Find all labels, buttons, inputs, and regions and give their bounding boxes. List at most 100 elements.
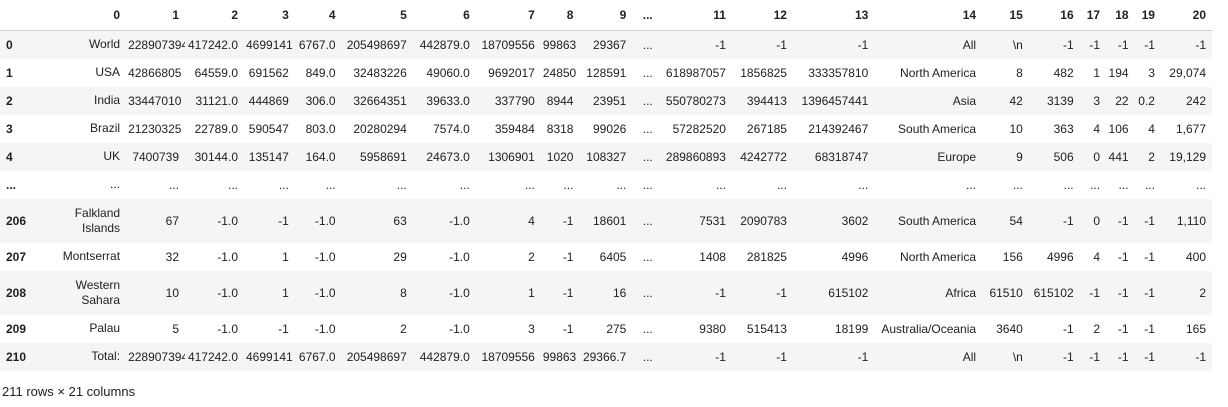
table-row: 206 Falkland Islands 67 -1.0 -1 -1.0 63 -1.0 4 -1…: [0, 198, 1212, 243]
table-cell: 108327: [586, 149, 627, 164]
row-index: 1: [6, 65, 13, 80]
column-header: 3: [244, 0, 295, 31]
table-cell: 42: [1009, 93, 1023, 108]
table-cell: USA: [95, 65, 121, 79]
table-cell: 1396457441: [801, 93, 869, 108]
table-cell: 228907394: [128, 349, 186, 364]
dataframe-table: 0 1 2 3 4 5 6 7 8 9... 11 12 13 14 15 16 17 18 19 20 0 World…: [0, 0, 1212, 364]
table-cell: 106: [1108, 121, 1129, 136]
table-row: 3 Brazil 21230325 22789.0 590547 803.0 2028029…: [0, 115, 1212, 143]
table-cell: 22: [1115, 93, 1129, 108]
table-cell: 4242772: [740, 149, 787, 164]
table-cell: 359484: [494, 121, 535, 136]
table-cell: 4: [1148, 121, 1155, 136]
table-cell: 618987057: [665, 65, 726, 80]
table-cell: -1: [278, 213, 289, 228]
table-cell: 1,110: [1176, 213, 1206, 228]
column-header: 20: [1160, 0, 1212, 31]
table-cell: 24850: [542, 65, 577, 80]
table-cell: 205498697: [346, 349, 407, 364]
table-cell: -1: [715, 285, 726, 300]
table-cell-ellipsis: ...: [642, 65, 653, 80]
table-cell: 442879.0: [419, 349, 470, 364]
table-cell: All: [962, 349, 977, 364]
table-cell: 5958691: [360, 149, 407, 164]
table-cell-ellipsis: ...: [642, 121, 653, 136]
table-cell: 128591: [586, 65, 627, 80]
table-row: 2 India 33447010 31121.0 444869 306.0 32664351…: [0, 86, 1212, 115]
table-cell-ellipsis: ...: [1118, 177, 1129, 192]
table-cell: -1.0: [449, 249, 470, 264]
table-cell: 3: [1093, 93, 1101, 108]
table-cell: 99026: [592, 121, 627, 136]
table-cell: -1: [1062, 321, 1074, 336]
table-cell: All: [962, 37, 977, 52]
row-index: 209: [6, 321, 27, 336]
table-cell: 2: [528, 249, 535, 264]
column-header-ellipsis: ...: [632, 0, 659, 31]
table-cell: -1: [1089, 285, 1101, 300]
table-cell: 18601: [592, 213, 627, 228]
table-cell: 16: [612, 285, 627, 300]
table-cell: 506: [1053, 149, 1074, 164]
table-cell: 1: [528, 285, 535, 300]
row-index: 3: [6, 121, 13, 136]
table-cell: 6767.0: [298, 349, 336, 364]
column-header: 16: [1028, 0, 1080, 31]
column-header: 11: [658, 0, 732, 31]
column-header: 1: [126, 0, 186, 31]
table-cell: 441: [1108, 149, 1129, 164]
table-cell: -1: [857, 37, 869, 52]
table-cell: 8: [400, 285, 407, 300]
table-row: 1 USA 42866805 64559.0 691562 849.0 32483226 49…: [0, 59, 1212, 87]
table-cell: Western Sahara: [75, 277, 121, 307]
column-header: 6: [412, 0, 476, 31]
table-cell: -1: [1144, 321, 1155, 336]
table-cell: 31121.0: [195, 93, 239, 108]
table-cell: 590547: [248, 121, 289, 136]
row-index: 208: [6, 285, 27, 300]
table-cell: Palau: [89, 321, 121, 335]
table-cell: 363: [1053, 121, 1074, 136]
table-cell: 64559.0: [194, 65, 238, 80]
table-cell: 30144.0: [194, 149, 238, 164]
table-cell: 9380: [699, 321, 726, 336]
table-cell: 4699141: [246, 349, 293, 364]
row-index: 4: [6, 149, 13, 164]
table-cell: -1: [1195, 37, 1206, 52]
table-cell: 803.0: [305, 121, 336, 136]
table-cell: 61510: [989, 285, 1023, 300]
table-cell: -1: [715, 349, 726, 364]
table-cell: 7531: [699, 213, 726, 228]
table-cell: 4699141: [246, 37, 293, 52]
table-cell: North America: [900, 65, 977, 80]
table-cell: 444869: [248, 93, 289, 108]
table-cell: -1.0: [449, 285, 470, 300]
table-cell: World: [88, 37, 121, 52]
table-cell-ellipsis: ...: [396, 177, 407, 192]
column-header: 7: [475, 0, 541, 31]
dataframe-shape-text: 211 rows × 21 columns: [2, 384, 136, 399]
table-cell: 214392467: [808, 121, 869, 136]
table-cell: 19,129: [1169, 149, 1206, 164]
table-cell-ellipsis: ...: [278, 177, 289, 192]
table-cell: 7400739: [132, 149, 180, 164]
table-cell: -1: [562, 285, 574, 300]
table-cell: -1: [562, 321, 574, 336]
table-cell: 10: [165, 285, 180, 300]
table-cell: 49060.0: [426, 65, 470, 80]
column-header: 8: [540, 0, 580, 31]
table-cell: 8318: [546, 121, 574, 136]
table-cell: -1: [1144, 285, 1155, 300]
table-cell: 18709556: [481, 349, 535, 364]
table-cell: 63: [393, 213, 407, 228]
table-cell: 9: [1016, 149, 1023, 164]
table-cell-ellipsis: ...: [524, 177, 535, 192]
table-cell-ellipsis: ...: [563, 177, 574, 192]
table-cell: 22789.0: [194, 121, 238, 136]
column-header: 14: [874, 0, 983, 31]
table-cell: 1020: [546, 149, 574, 164]
table-cell: 4: [1093, 121, 1101, 136]
table-cell-ellipsis: ...: [1195, 177, 1206, 192]
table-cell: 39633.0: [426, 93, 470, 108]
